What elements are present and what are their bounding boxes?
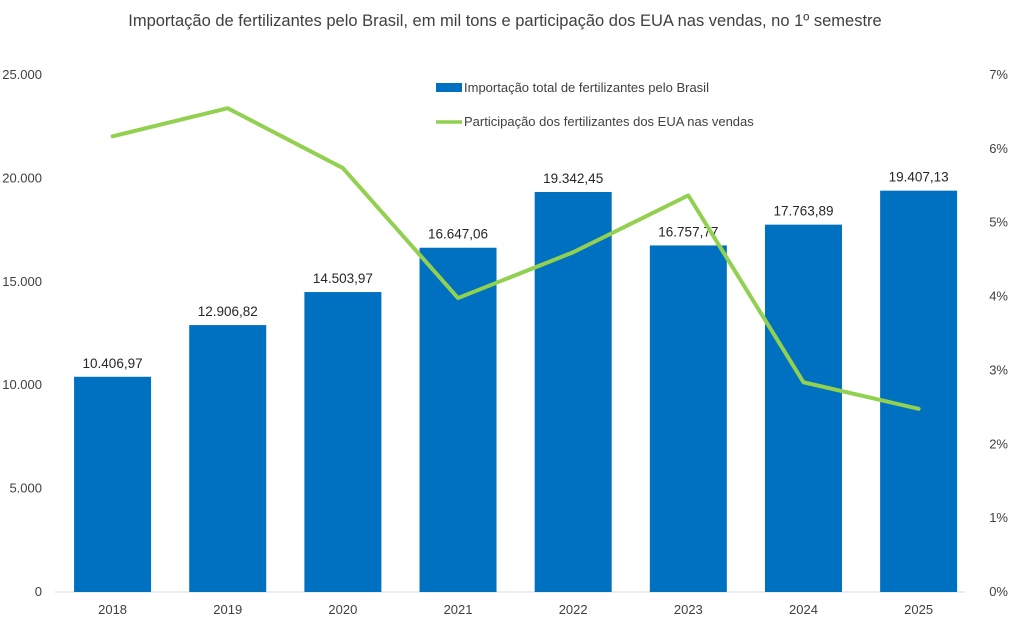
bar-data-label: 17.763,89 [773,204,833,219]
right-tick-label: 2% [989,436,1008,451]
bar-2025 [880,190,958,592]
right-tick-label: 5% [989,215,1008,230]
line-series [110,106,921,411]
right-tick-label: 1% [989,510,1008,525]
bar-2024 [764,224,842,592]
legend-label-bar: Importação total de fertilizantes pelo B… [464,80,709,95]
line-path [110,106,921,411]
x-tick-label: 2018 [98,602,127,617]
bar-2020 [304,292,382,592]
bar-2019 [189,325,267,592]
left-tick-label: 20.000 [2,170,42,185]
legend-swatch-bar [436,83,462,92]
x-tick-label: 2021 [444,602,473,617]
x-tick-label: 2020 [328,602,357,617]
bar-data-label: 16.647,06 [428,227,488,242]
left-tick-label: 25.000 [2,67,42,82]
right-axis: 0% 1% 2% 3% 4% 5% 6% 7% [989,67,1008,599]
left-tick-label: 5.000 [9,481,42,496]
bar-2022 [534,191,612,592]
bar-data-label: 19.407,13 [889,170,949,185]
legend: Importação total de fertilizantes pelo B… [436,80,754,129]
chart-title: Importação de fertilizantes pelo Brasil,… [128,12,881,30]
bar-data-label: 10.406,97 [83,356,143,371]
x-tick-label: 2023 [674,602,703,617]
bar-data-label: 14.503,97 [313,271,373,286]
left-tick-label: 0 [35,584,42,599]
right-tick-label: 4% [989,289,1008,304]
bar-data-label: 19.342,45 [543,171,603,186]
bar-data-label: 16.757,77 [658,224,718,239]
bar-2021 [419,247,497,592]
right-tick-label: 3% [989,362,1008,377]
x-tick-label: 2024 [789,602,818,617]
bar-2023 [649,245,727,592]
legend-label-line: Participação dos fertilizantes dos EUA n… [464,114,754,129]
bars: 10.406,97 12.906,82 14.503,97 16.647,06 19.3… [74,170,958,592]
left-tick-label: 10.000 [2,377,42,392]
left-axis: 0 5.000 10.000 15.000 20.000 25.000 [2,67,42,599]
right-tick-label: 6% [989,141,1008,156]
left-tick-label: 15.000 [2,274,42,289]
x-tick-label: 2022 [559,602,588,617]
right-tick-label: 0% [989,584,1008,599]
bar-data-label: 12.906,82 [198,304,258,319]
bar-2018 [74,376,152,592]
x-tick-label: 2025 [904,602,933,617]
x-axis: 2018 2019 2020 2021 2022 2023 2024 2025 [98,602,933,617]
x-tick-label: 2019 [213,602,242,617]
right-tick-label: 7% [989,67,1008,82]
